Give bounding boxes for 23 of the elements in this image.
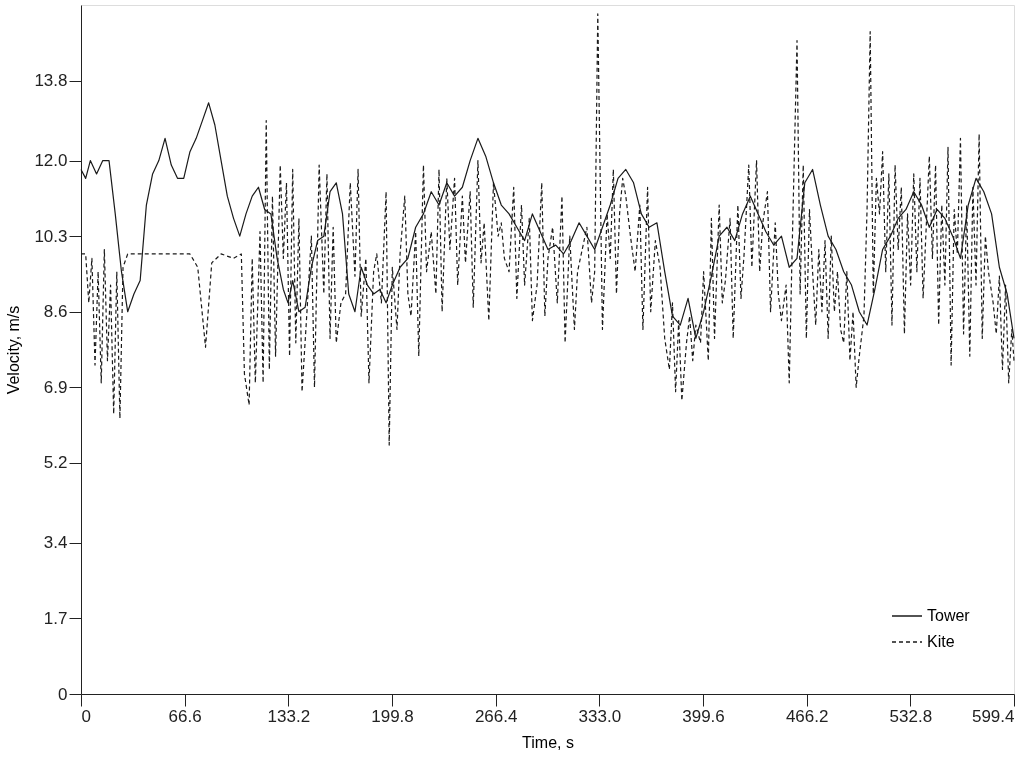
x-tick-label: 532.8 (889, 706, 933, 726)
y-tick-label: 1.7 (43, 608, 68, 628)
y-tick-label: 12.0 (34, 151, 68, 171)
y-tick-label: 5.2 (43, 453, 68, 473)
x-tick-label: 333.0 (578, 706, 622, 726)
y-tick-label: 6.9 (43, 377, 68, 397)
x-tick-label: 199.8 (371, 706, 414, 726)
legend-label: Tower (927, 607, 971, 624)
x-tick-label: 0 (81, 706, 91, 726)
x-tick-label: 399.6 (682, 706, 725, 726)
x-tick-label: 466.2 (785, 706, 829, 726)
y-tick-label: 13.8 (34, 71, 68, 91)
y-tick-label: 3.4 (43, 533, 68, 553)
legend-label: Kite (927, 633, 955, 650)
x-tick-label: 599.4 (971, 706, 1015, 726)
y-tick-label: 10.3 (34, 226, 68, 246)
x-tick-label: 133.2 (267, 706, 311, 726)
x-tick-label: 66.6 (168, 706, 202, 726)
x-axis-title: Time, s (522, 733, 574, 751)
y-tick-label: 8.6 (43, 302, 68, 322)
y-axis-title: Velocity, m/s (5, 305, 23, 395)
x-tick-label: 266.4 (474, 706, 518, 726)
y-tick-label: 0 (58, 684, 68, 704)
